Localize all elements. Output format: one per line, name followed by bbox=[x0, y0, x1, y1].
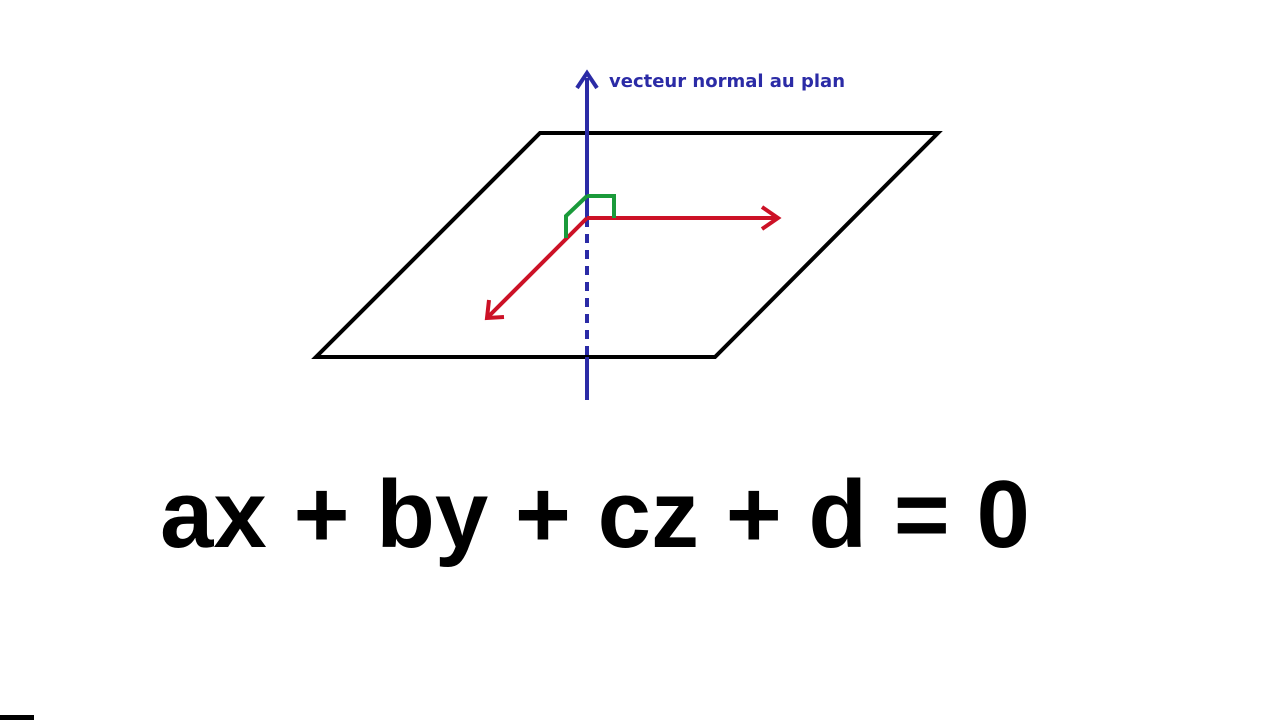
plane-equation: ax + by + cz + d = 0 bbox=[160, 461, 1030, 568]
right-angle-marker-diagonal bbox=[564, 194, 589, 238]
right-angle-marker-right bbox=[587, 194, 616, 218]
plane-outline bbox=[311, 131, 943, 359]
normal-vector-arrowhead bbox=[575, 69, 599, 90]
in-plane-vector-diagonal bbox=[486, 216, 589, 319]
in-plane-vector-right-arrowhead bbox=[760, 205, 782, 231]
corner-mark bbox=[0, 715, 34, 720]
in-plane-vector-diagonal-arrowhead bbox=[484, 299, 505, 321]
normal-vector-label: vecteur normal au plan bbox=[609, 71, 845, 92]
